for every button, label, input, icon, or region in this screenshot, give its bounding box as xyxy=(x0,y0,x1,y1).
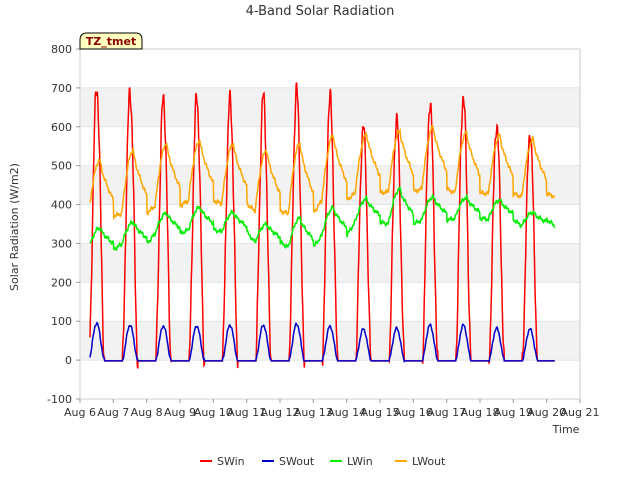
plot-frame xyxy=(79,48,581,400)
series-layer xyxy=(89,82,556,369)
site-label: TZ_tmet xyxy=(86,35,136,48)
y-axis-label: Solar Radiation (W/m2) xyxy=(8,163,21,291)
x-tick-label: Aug 20 xyxy=(527,406,566,419)
x-tick-label: Aug 11 xyxy=(227,406,266,419)
series-line-lwout xyxy=(89,124,556,221)
x-tick-label: Aug 9 xyxy=(164,406,196,419)
y-tick-label: 300 xyxy=(51,237,72,250)
y-tick-label: 600 xyxy=(51,121,72,134)
plot-band xyxy=(80,360,580,399)
x-tick-label: Aug 10 xyxy=(194,406,233,419)
x-tick-label: Aug 12 xyxy=(261,406,300,419)
y-tick-label: 200 xyxy=(51,276,72,289)
x-tick-label: Aug 15 xyxy=(361,406,400,419)
series-line-swout xyxy=(89,321,555,363)
x-tick-label: Aug 19 xyxy=(494,406,533,419)
legend-label-lwin: LWin xyxy=(347,455,373,468)
x-tick-label: Aug 7 xyxy=(97,406,129,419)
y-tick-label: 700 xyxy=(51,82,72,95)
chart-title: 4-Band Solar Radiation xyxy=(246,4,395,19)
legend: SWin SWout LWin LWout xyxy=(200,455,446,468)
y-tick-label: 800 xyxy=(51,43,72,56)
x-tick-label: Aug 21 xyxy=(561,406,600,419)
y-tick-label: 100 xyxy=(51,315,72,328)
plot-band xyxy=(80,165,580,205)
y-tick-label: 0 xyxy=(65,354,72,367)
y-axis: -100 0 100 200 300 400 500 600 700 800 xyxy=(47,43,80,406)
x-tick-label: Aug 13 xyxy=(294,406,333,419)
y-tick-label: 500 xyxy=(51,160,72,173)
x-tick-label: Aug 16 xyxy=(394,406,433,419)
x-tick-label: Aug 18 xyxy=(461,406,500,419)
x-axis-label: Time xyxy=(552,423,580,436)
y-tick-label: 400 xyxy=(51,199,72,212)
x-tick-label: Aug 6 xyxy=(64,406,96,419)
y-tick-label: -100 xyxy=(47,393,72,406)
plot-band xyxy=(80,126,580,166)
plot-band xyxy=(80,282,580,322)
x-tick-label: Aug 17 xyxy=(427,406,466,419)
plot-band xyxy=(80,243,580,283)
plot-band xyxy=(80,49,580,88)
site-badge: TZ_tmet xyxy=(79,32,143,50)
x-tick-label: Aug 14 xyxy=(327,406,366,419)
series-line-lwin xyxy=(89,185,556,251)
legend-label-swout: SWout xyxy=(279,455,315,468)
x-tick-label: Aug 8 xyxy=(131,406,163,419)
legend-label-swin: SWin xyxy=(217,455,245,468)
legend-label-lwout: LWout xyxy=(412,455,446,468)
